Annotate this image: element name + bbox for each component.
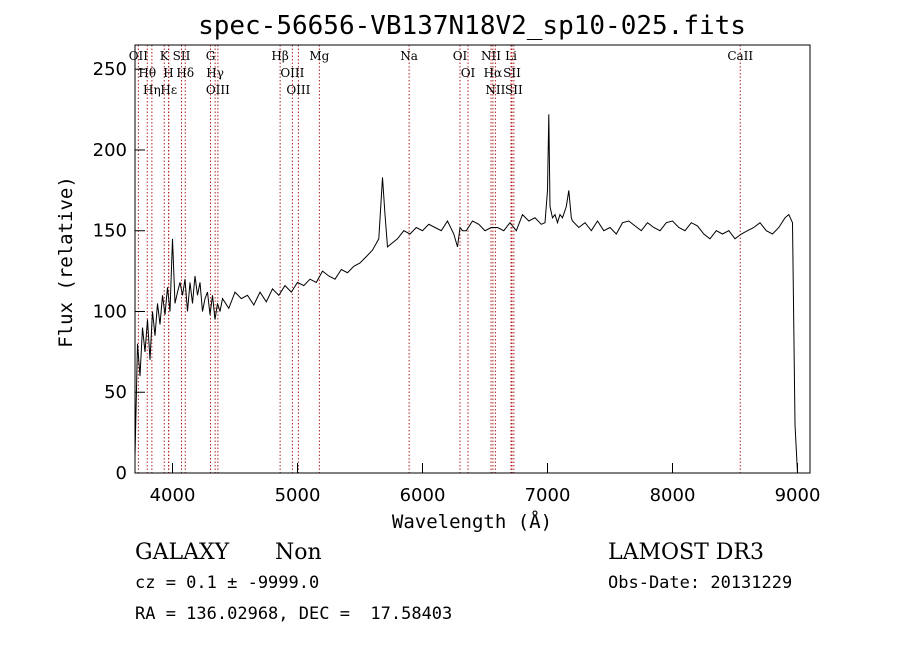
line-label: Hγ	[206, 66, 224, 80]
line-label: H	[163, 66, 173, 80]
obs-date: Obs-Date: 20131229	[608, 573, 793, 593]
line-markers	[137, 45, 741, 473]
line-label: CaII	[727, 49, 753, 63]
y-tick-label: 200	[93, 140, 127, 161]
y-axis-ticks: 0 50 100 150 200 250	[93, 59, 145, 484]
chart-title: spec-56656-VB137N18V2_sp10-025.fits	[198, 11, 746, 41]
y-tick-label: 150	[93, 221, 127, 242]
object-subclass: Non	[275, 540, 322, 565]
line-label: K	[160, 49, 170, 63]
line-label: SII	[173, 49, 191, 63]
x-tick-label: 9000	[775, 485, 821, 506]
line-label: G	[206, 49, 216, 63]
line-label: OIII	[286, 83, 310, 97]
line-label: Hα	[484, 66, 503, 80]
survey-name: LAMOST DR3	[608, 540, 764, 565]
plot-frame	[134, 44, 811, 474]
line-label: OIII	[206, 83, 230, 97]
spectrum-line	[134, 114, 798, 474]
line-label: Na	[400, 49, 418, 63]
line-label: Hδ	[176, 66, 194, 80]
cz-value: cz = 0.1 ± -9999.0	[135, 573, 320, 593]
line-label: Li	[505, 49, 517, 63]
y-tick-label: 100	[93, 301, 127, 322]
line-labels: OII Hθ Hη KH Hε SII Hδ G Hγ OIII Hβ OIII OIII Mg Na OI O…	[129, 49, 754, 97]
line-label: SII	[505, 83, 523, 97]
x-tick-label: 6000	[400, 485, 446, 506]
line-label: OII	[129, 49, 149, 63]
y-tick-label: 50	[104, 382, 127, 403]
y-tick-label: 0	[116, 463, 127, 484]
line-label: SII	[503, 66, 521, 80]
x-tick-label: 5000	[275, 485, 321, 506]
line-label: OI	[453, 49, 468, 63]
object-class: GALAXY	[135, 540, 230, 565]
x-axis-label: Wavelength (Å)	[392, 510, 552, 533]
line-label: Mg	[309, 49, 329, 63]
x-tick-label: 4000	[150, 485, 196, 506]
line-label: NII	[481, 49, 501, 63]
line-label: OI	[461, 66, 476, 80]
line-label: Hη	[143, 83, 161, 97]
y-tick-label: 250	[93, 59, 127, 80]
line-label: Hε	[160, 83, 177, 97]
x-tick-label: 7000	[525, 485, 571, 506]
line-label: NII	[485, 83, 505, 97]
x-tick-label: 8000	[650, 485, 696, 506]
y-axis-label: Flux (relative)	[55, 176, 77, 348]
x-axis-ticks: 4000 5000 6000 7000 8000 9000	[150, 463, 821, 506]
line-label: OIII	[280, 66, 304, 80]
ra-dec: RA = 136.02968, DEC = 17.58403	[135, 604, 453, 624]
line-label: Hθ	[138, 66, 156, 80]
line-label: Hβ	[271, 49, 288, 63]
